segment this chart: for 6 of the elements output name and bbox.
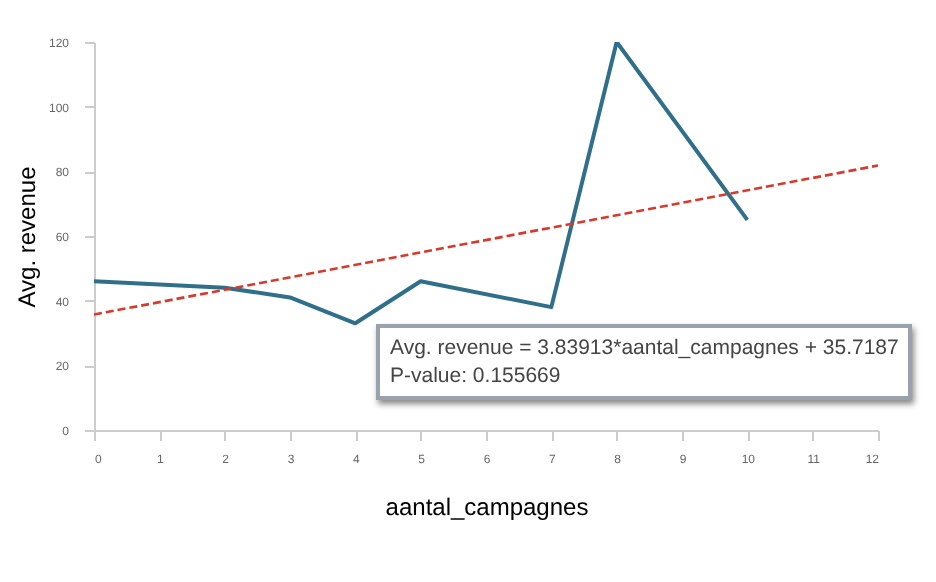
annotation: P-value: 0.155669: [390, 362, 563, 390]
y-axis-title: Avg. revenue: [12, 165, 41, 308]
line-series: [94, 42, 750, 326]
annotation: Avg. revenue = 3.83913*aantal_campagnes + 35.7187: [390, 334, 899, 362]
x-axis-title: aantal_campagnes: [385, 493, 589, 521]
tooltip-box: Avg. revenue = 3.83913*aantal_campagnes + 35.7187 P-value: 0.155669: [376, 324, 913, 400]
